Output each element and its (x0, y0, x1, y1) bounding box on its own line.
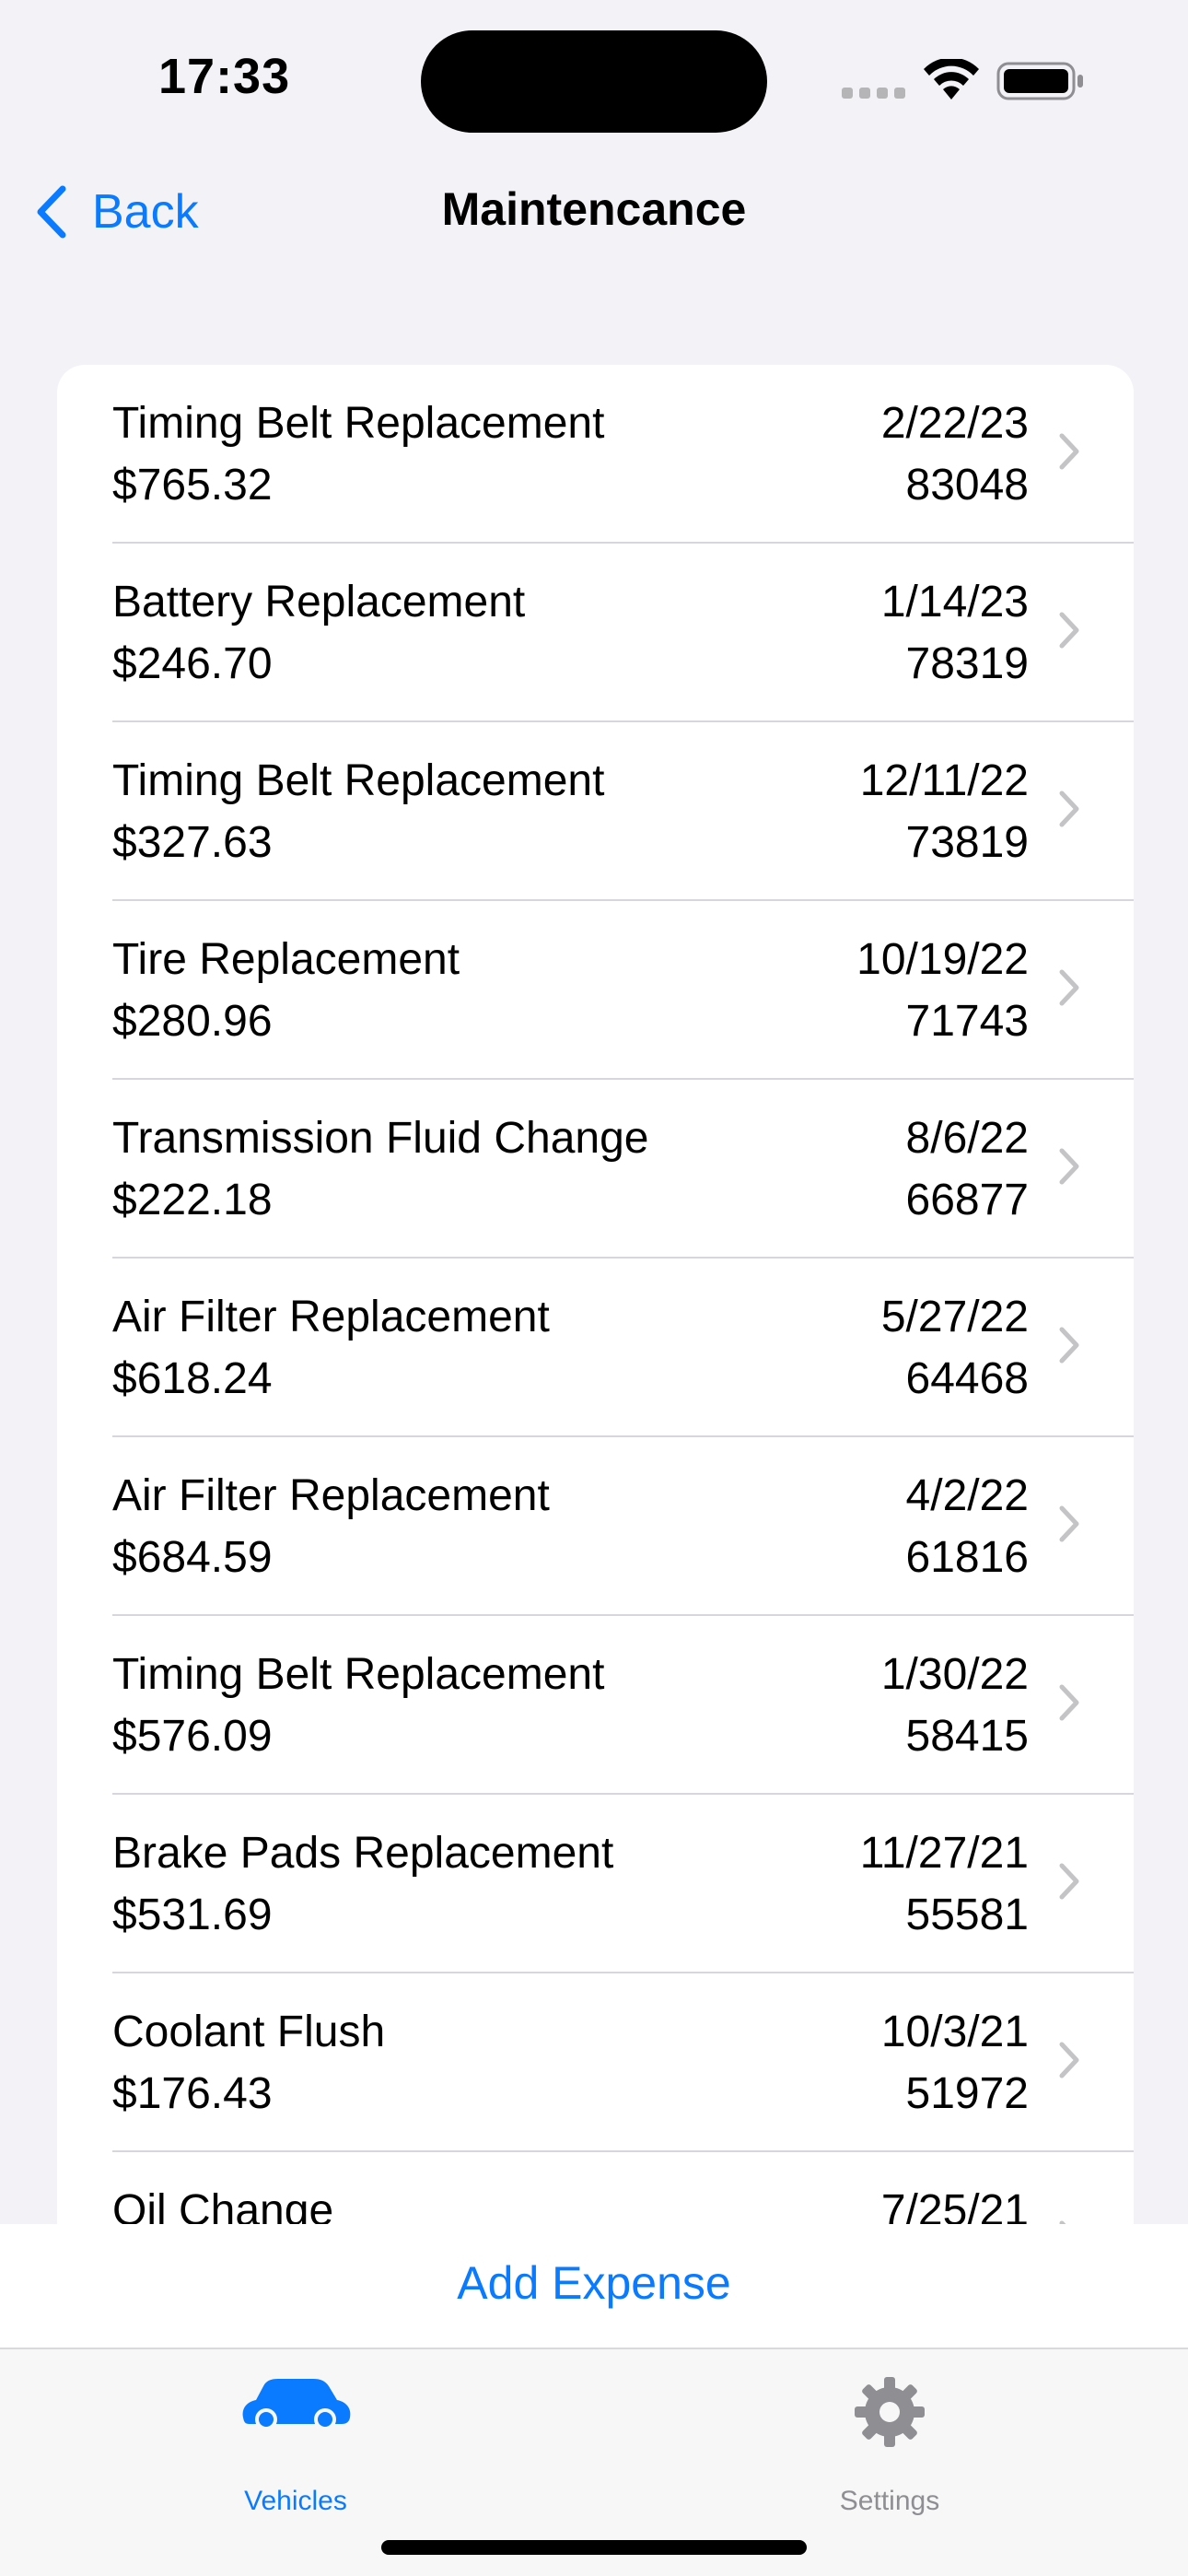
chevron-right-icon (1059, 1505, 1079, 1542)
row-divider (112, 899, 1134, 901)
record-odometer: 61816 (905, 1533, 1029, 1582)
navigation-bar: Back Maintencance (0, 157, 1188, 267)
record-cost: $765.32 (112, 461, 273, 509)
record-cost: $531.69 (112, 1891, 273, 1939)
list-item[interactable]: Brake Pads Replacement $531.69 11/27/21 555… (57, 1795, 1134, 1973)
row-divider (112, 2150, 1134, 2152)
record-odometer: 55581 (905, 1891, 1029, 1939)
dynamic-island (421, 30, 767, 133)
chevron-right-icon (1059, 1863, 1079, 1900)
chevron-right-icon (1059, 2042, 1079, 2078)
chevron-right-icon (1059, 1148, 1079, 1185)
record-date: 12/11/22 (859, 756, 1029, 805)
chevron-right-icon (1059, 1327, 1079, 1364)
record-title: Battery Replacement (112, 578, 526, 626)
record-title: Coolant Flush (112, 2008, 386, 2056)
tab-settings[interactable]: Settings (751, 2368, 1028, 2534)
back-label: Back (92, 185, 199, 239)
row-divider (112, 1257, 1134, 1259)
gear-icon (855, 2377, 925, 2447)
record-title: Timing Belt Replacement (112, 399, 605, 448)
list-item[interactable]: Timing Belt Replacement $576.09 1/30/22 584… (57, 1616, 1134, 1795)
record-title: Air Filter Replacement (112, 1471, 550, 1520)
page-title: Maintencance (441, 183, 747, 235)
row-divider (112, 542, 1134, 544)
record-odometer: 51972 (905, 2069, 1029, 2118)
expense-list-scroll[interactable]: Timing Belt Replacement $765.32 2/22/23 830… (0, 365, 1188, 2224)
record-odometer: 66877 (905, 1176, 1029, 1224)
record-title: Air Filter Replacement (112, 1293, 550, 1341)
row-divider (112, 1793, 1134, 1795)
record-odometer: 73819 (905, 818, 1029, 867)
record-cost: $246.70 (112, 639, 273, 688)
status-bar: 17:33 (0, 0, 1188, 157)
status-time: 17:33 (158, 49, 291, 104)
record-date: 1/30/22 (880, 1650, 1029, 1699)
row-divider (112, 1078, 1134, 1080)
record-title: Timing Belt Replacement (112, 1650, 605, 1699)
home-indicator (381, 2540, 807, 2555)
record-title: Transmission Fluid Change (112, 1114, 649, 1163)
row-divider (112, 720, 1134, 722)
record-cost: $280.96 (112, 997, 273, 1046)
list-item[interactable]: Oil Change 7/25/21 (57, 2152, 1134, 2224)
record-odometer: 83048 (905, 461, 1029, 509)
chevron-right-icon (1059, 969, 1079, 1006)
record-date: 8/6/22 (905, 1114, 1029, 1163)
chevron-right-icon (1059, 612, 1079, 649)
car-icon (242, 2379, 351, 2430)
list-item[interactable]: Air Filter Replacement $618.24 5/27/22 6446… (57, 1259, 1134, 1437)
record-title: Oil Change (112, 2186, 334, 2224)
list-item[interactable]: Tire Replacement $280.96 10/19/22 71743 (57, 901, 1134, 1080)
record-date: 5/27/22 (880, 1293, 1029, 1341)
list-item[interactable]: Transmission Fluid Change $222.18 8/6/22 66… (57, 1080, 1134, 1259)
chevron-right-icon (1059, 1684, 1079, 1721)
cellular-signal-icon (842, 88, 906, 99)
record-cost: $684.59 (112, 1533, 273, 1582)
record-odometer: 58415 (905, 1712, 1029, 1761)
row-divider (112, 1435, 1134, 1437)
record-date: 10/19/22 (856, 935, 1029, 984)
tab-vehicles-label: Vehicles (244, 2486, 347, 2516)
record-title: Brake Pads Replacement (112, 1829, 614, 1878)
record-date: 11/27/21 (859, 1829, 1029, 1878)
tab-vehicles[interactable]: Vehicles (157, 2368, 434, 2534)
record-odometer: 71743 (905, 997, 1029, 1046)
chevron-left-icon (37, 185, 66, 239)
battery-icon (996, 62, 1083, 100)
list-item[interactable]: Battery Replacement $246.70 1/14/23 78319 (57, 544, 1134, 722)
record-date: 7/25/21 (880, 2186, 1029, 2224)
add-expense-bar: Add Expense (0, 2224, 1188, 2348)
list-item[interactable]: Timing Belt Replacement $765.32 2/22/23 830… (57, 365, 1134, 544)
expense-list: Timing Belt Replacement $765.32 2/22/23 830… (57, 365, 1134, 2224)
list-item[interactable]: Timing Belt Replacement $327.63 12/11/22 73… (57, 722, 1134, 901)
record-date: 4/2/22 (905, 1471, 1029, 1520)
add-expense-button[interactable]: Add Expense (457, 2257, 731, 2309)
record-cost: $176.43 (112, 2069, 273, 2118)
list-item[interactable]: Coolant Flush $176.43 10/3/21 51972 (57, 1973, 1134, 2152)
record-cost: $618.24 (112, 1354, 273, 1403)
record-title: Tire Replacement (112, 935, 460, 984)
record-cost: $576.09 (112, 1712, 273, 1761)
record-date: 1/14/23 (880, 578, 1029, 626)
record-odometer: 64468 (905, 1354, 1029, 1403)
tab-bar: Vehicles Settings (0, 2348, 1188, 2576)
tab-settings-label: Settings (839, 2486, 940, 2516)
row-divider (112, 1614, 1134, 1616)
record-odometer: 78319 (905, 639, 1029, 688)
record-title: Timing Belt Replacement (112, 756, 605, 805)
record-date: 2/22/23 (880, 399, 1029, 448)
chevron-right-icon (1059, 790, 1079, 827)
record-date: 10/3/21 (880, 2008, 1029, 2056)
back-button[interactable]: Back (33, 177, 199, 247)
record-cost: $222.18 (112, 1176, 273, 1224)
chevron-right-icon (1059, 433, 1079, 470)
wifi-icon (924, 59, 979, 100)
list-item[interactable]: Air Filter Replacement $684.59 4/2/22 61816 (57, 1437, 1134, 1616)
row-divider (112, 1972, 1134, 1973)
record-cost: $327.63 (112, 818, 273, 867)
